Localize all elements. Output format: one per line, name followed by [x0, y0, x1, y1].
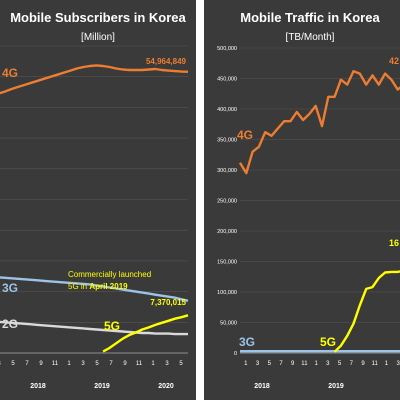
x-tick-label: 1: [314, 361, 318, 367]
x-tick-label: 7: [25, 361, 29, 367]
series-label-4g: 4G: [2, 66, 18, 80]
year-label: 2018: [30, 383, 46, 390]
annotation-launch-date: April 2019: [89, 282, 128, 291]
x-tick-label: 1: [244, 361, 248, 367]
x-tick-label: 3: [0, 361, 1, 367]
x-tick-label: 7: [350, 361, 354, 367]
chart-title: Mobile Subscribers in Korea: [10, 10, 186, 25]
y-tick-label: 350,000: [217, 138, 237, 144]
y-tick-label: 300,000: [217, 168, 237, 174]
subscribers-chart-panel: Mobile Subscribers in Korea [Million] 3 5…: [0, 0, 196, 400]
x-tick-label: 3: [165, 361, 169, 367]
series-label-5g: 5G: [320, 335, 336, 349]
x-tick-label: 9: [291, 361, 295, 367]
annotation-5g-value: 7,370,015: [150, 298, 186, 307]
series-line-5g: [102, 314, 189, 353]
x-tick-label: 5: [338, 361, 342, 367]
y-tick-label: 200,000: [217, 229, 237, 235]
year-label: 2020: [158, 383, 174, 390]
chart-subtitle: [TB/Month]: [286, 32, 335, 43]
series-label-3g: 3G: [2, 281, 18, 295]
series-line-3g: [0, 276, 189, 302]
traffic-chart-panel: Mobile Traffic in Korea [TB/Month] 0 50,0…: [204, 0, 400, 400]
x-tick-label: 5: [268, 361, 272, 367]
x-tick-label: 9: [123, 361, 127, 367]
series-label-2g: 2G: [2, 317, 18, 331]
series-line-5g: [333, 270, 400, 353]
series-line-4g: [238, 70, 400, 175]
chart-subtitle: [Million]: [81, 32, 115, 43]
series-line-2g: [0, 320, 188, 336]
y-tick-label: 0: [234, 351, 237, 357]
x-tick-label: 9: [39, 361, 43, 367]
x-tick-label: 11: [136, 361, 143, 367]
year-label: 2018: [254, 383, 270, 390]
year-label: 2019: [328, 383, 344, 390]
x-tick-label: 3: [396, 361, 400, 367]
x-tick-label: 1: [385, 361, 389, 367]
x-tick-label: 5: [95, 361, 99, 367]
series-line-4g: [0, 64, 189, 95]
series-label-4g: 4G: [237, 128, 253, 142]
series-label-3g: 3G: [239, 335, 255, 349]
annotation-launch-line2: 5G in April 2019: [68, 282, 128, 291]
x-tick-label: 5: [11, 361, 15, 367]
y-tick-label: 100,000: [217, 290, 237, 296]
year-label: 2019: [94, 383, 110, 390]
x-tick-label: 1: [67, 361, 71, 367]
x-tick-label: 5: [179, 361, 183, 367]
y-tick-label: 450,000: [217, 77, 237, 83]
x-tick-label: 11: [301, 361, 308, 367]
x-tick-label: 11: [52, 361, 59, 367]
x-tick-label: 7: [109, 361, 113, 367]
annotation-4g-value: 42: [389, 56, 399, 66]
subscribers-chart: Mobile Subscribers in Korea [Million] 3 5…: [0, 10, 189, 390]
x-tick-label: 3: [256, 361, 260, 367]
x-tick-label: 1: [151, 361, 155, 367]
y-tick-label: 150,000: [217, 260, 237, 266]
chart-title: Mobile Traffic in Korea: [240, 10, 380, 25]
annotation-launch-prefix: 5G in: [68, 282, 89, 291]
x-tick-label: 3: [326, 361, 330, 367]
y-tick-label: 500,000: [217, 46, 237, 52]
y-tick-label: 400,000: [217, 107, 237, 113]
annotation-launch-line1: Commercially launched: [68, 270, 151, 279]
x-tick-label: 7: [279, 361, 283, 367]
traffic-chart: Mobile Traffic in Korea [TB/Month] 0 50,0…: [217, 10, 400, 390]
annotation-4g-value: 54,964,849: [146, 57, 187, 66]
x-tick-label: 9: [361, 361, 365, 367]
x-tick-label: 3: [81, 361, 85, 367]
y-tick-label: 250,000: [217, 199, 237, 205]
series-label-5g: 5G: [104, 319, 120, 333]
x-tick-label: 11: [372, 361, 379, 367]
annotation-5g-value: 16: [389, 238, 399, 248]
y-tick-label: 50,000: [220, 321, 237, 327]
